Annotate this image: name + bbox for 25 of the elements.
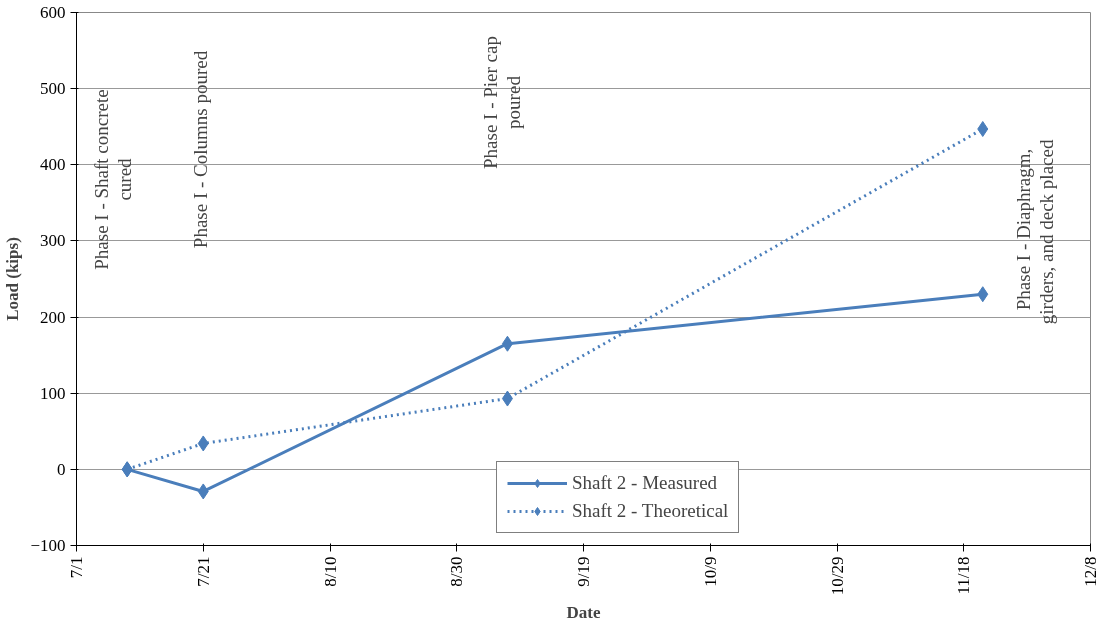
- y-tick-label: 0: [57, 459, 66, 479]
- y-tick-label: −100: [30, 536, 66, 555]
- annotation: Phase I - Shaft concrete cured: [91, 89, 136, 270]
- x-tick-label: 12/8: [1081, 556, 1100, 587]
- y-tick-label: 600: [40, 3, 66, 22]
- x-tick-label: 11/18: [954, 556, 974, 595]
- legend-label: Shaft 2 - Measured: [572, 472, 718, 494]
- x-tick-label: 10/9: [700, 556, 720, 587]
- annotation: Phase I - Diaphragm, girders, and deck placed: [1012, 139, 1057, 325]
- y-tick-label: 400: [40, 155, 66, 175]
- y-tick-label: 300: [40, 231, 66, 251]
- y-tick-label: 500: [40, 79, 66, 99]
- x-tick-label: 7/1: [67, 556, 86, 579]
- annotation: Phase I - Columns poured: [189, 50, 211, 249]
- legend-label: Shaft 2 - Theoretical: [572, 500, 729, 522]
- x-tick-label: 8/10: [320, 556, 340, 587]
- y-tick-label: 100: [40, 383, 66, 403]
- x-tick-label: 10/29: [827, 556, 847, 596]
- x-axis-title: Date: [566, 603, 601, 623]
- y-tick-label: 200: [40, 307, 66, 327]
- x-tick-label: 9/19: [574, 556, 593, 587]
- x-tick-label: 8/30: [447, 556, 467, 587]
- x-tick-label: 7/21: [193, 556, 213, 587]
- y-axis-title: Load (kips): [3, 237, 23, 321]
- annotation: Phase I - Pier cap poured: [480, 36, 525, 169]
